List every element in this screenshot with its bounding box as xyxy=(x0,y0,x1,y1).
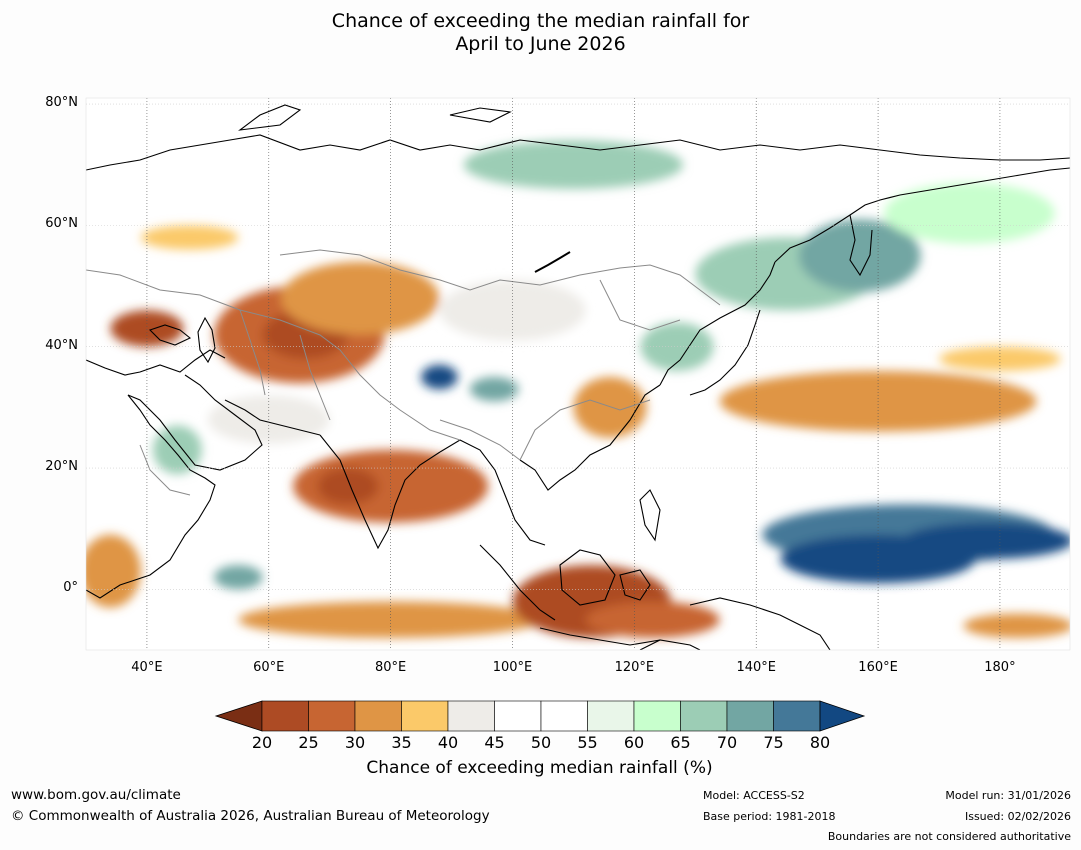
bom-url-link[interactable]: www.bom.gov.au/climate xyxy=(11,787,181,803)
probability-region-11 xyxy=(573,377,647,438)
colorbar-swatch-1 xyxy=(261,700,309,732)
colorbar-tick-8: 60 xyxy=(623,733,645,752)
colorbar xyxy=(214,700,866,732)
colorbar-swatch-10 xyxy=(680,700,728,732)
colorbar-swatch-9 xyxy=(633,700,681,732)
longitude-label-7: 180° xyxy=(984,660,1016,675)
colorbar-swatch-4 xyxy=(401,700,449,732)
country-boundaries xyxy=(86,249,721,496)
colorbar-tick-5: 45 xyxy=(484,733,505,752)
colorbar-label: Chance of exceeding median rainfall (%) xyxy=(366,758,713,778)
map-title-line-1: Chance of exceeding the median rainfall … xyxy=(331,10,750,32)
probability-region-7 xyxy=(86,534,141,608)
latitude-label-2: 40°N xyxy=(45,337,78,353)
probability-region-25 xyxy=(463,140,684,189)
colorbar-tick-3: 35 xyxy=(391,733,412,752)
colorbar-tick-12: 80 xyxy=(809,733,831,752)
colorbar-tick-10: 70 xyxy=(716,733,738,752)
longitude-label-5: 140°E xyxy=(736,660,776,675)
colorbar-tick-11: 75 xyxy=(763,733,784,752)
probability-region-22 xyxy=(469,377,519,402)
latitude-label-4: 0° xyxy=(63,580,78,596)
base-period: Base period: 1981-2018 xyxy=(703,810,836,823)
probability-region-19 xyxy=(798,219,921,293)
longitude-label-0: 40°E xyxy=(131,660,163,675)
colorbar-swatch-5 xyxy=(447,700,495,732)
coastlines xyxy=(86,104,1070,650)
colorbar-arrow-low xyxy=(214,700,263,732)
colorbar-tick-7: 55 xyxy=(577,733,598,752)
colorbar-tick-4: 40 xyxy=(437,733,459,752)
colorbar-swatch-2 xyxy=(308,700,356,732)
latitude-label-1: 60°N xyxy=(45,216,78,232)
boundaries-disclaimer: Boundaries are not considered authoritat… xyxy=(827,830,1071,843)
probability-region-4 xyxy=(140,225,239,250)
probability-region-23 xyxy=(213,565,263,590)
colorbar-swatch-3 xyxy=(354,700,402,732)
colorbar-tick-0: 20 xyxy=(251,733,273,752)
copyright-text: © Commonwealth of Australia 2026, Austra… xyxy=(11,808,490,824)
colorbar-tick-2: 30 xyxy=(344,733,366,752)
graticule xyxy=(86,98,1070,650)
probability-region-27 xyxy=(439,279,586,341)
map-title-line-2: April to June 2026 xyxy=(455,33,626,55)
probability-region-17 xyxy=(902,522,1070,560)
longitude-label-2: 80°E xyxy=(375,660,407,675)
colorbar-arrow-high xyxy=(819,700,866,732)
probability-region-8 xyxy=(238,601,543,638)
map-frame xyxy=(85,97,1071,651)
probability-region-14 xyxy=(963,613,1070,638)
colorbar-swatch-12 xyxy=(773,700,821,732)
longitude-label-3: 100°E xyxy=(492,660,533,675)
colorbar-tick-9: 65 xyxy=(670,733,691,752)
colorbar-tick-1: 25 xyxy=(298,733,319,752)
colorbar-swatch-7 xyxy=(540,700,588,732)
longitude-label-4: 120°E xyxy=(614,660,655,675)
latitude-label-0: 80°N xyxy=(45,95,78,111)
probability-region-0 xyxy=(110,310,184,347)
colorbar-swatch-11 xyxy=(726,700,774,732)
model-run-date: Model run: 31/01/2026 xyxy=(945,789,1071,802)
colorbar-tick-6: 50 xyxy=(530,733,552,752)
probability-region-21 xyxy=(421,364,458,390)
model-name: Model: ACCESS-S2 xyxy=(703,789,805,802)
probability-region-3 xyxy=(280,261,440,335)
probability-region-6 xyxy=(317,468,379,505)
probability-region-24 xyxy=(153,425,202,475)
probability-region-26 xyxy=(884,182,1055,244)
probability-region-10 xyxy=(585,601,720,638)
longitude-label-1: 60°E xyxy=(253,660,285,675)
probability-region-13 xyxy=(939,346,1061,371)
colorbar-swatch-6 xyxy=(494,700,542,732)
colorbar-swatch-8 xyxy=(587,700,635,732)
latitude-label-3: 20°N xyxy=(45,459,78,475)
issued-date: Issued: 02/02/2026 xyxy=(964,810,1071,823)
longitude-label-6: 160°E xyxy=(858,660,898,675)
